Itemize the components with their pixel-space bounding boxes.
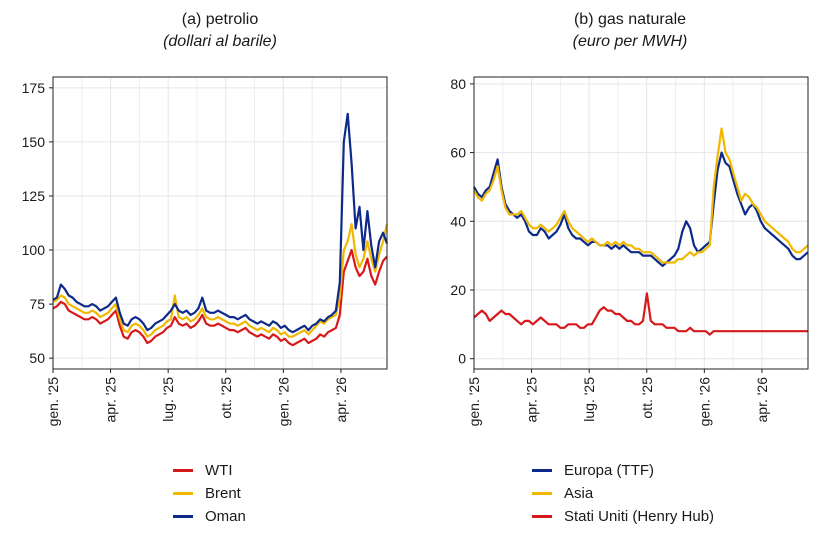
- legend-item-ttf: Europa (TTF): [532, 459, 714, 482]
- legend-item-brent: Brent: [173, 482, 246, 505]
- series-line-henry-hub: [473, 292, 808, 336]
- legend-label-henry-hub: Stati Uniti (Henry Hub): [564, 508, 715, 525]
- x-tick-label-oil-1: apr. '25: [103, 377, 119, 423]
- series-line-oman: [52, 112, 389, 334]
- y-tick-label-gas-4: 80: [450, 76, 466, 92]
- panel-a-title: (a) petrolio: [181, 11, 259, 28]
- panel-a-title-block: (a) petrolio (dollari al barile): [40, 9, 400, 53]
- y-tick-label-oil-5: 175: [22, 80, 46, 96]
- panel-b-title-block: (b) gas naturale (euro per MWH): [450, 9, 810, 53]
- y-tick-label-gas-1: 20: [450, 282, 466, 298]
- legend-item-henry-hub: Stati Uniti (Henry Hub): [532, 505, 714, 528]
- chart-gas: 0 20 40 60 80 gen. '25 apr. '25 lug. '25 ott. '2…: [450, 76, 809, 427]
- x-tick-label-oil-2: lug. '25: [160, 377, 176, 422]
- legend-label-ttf: Europa (TTF): [564, 462, 655, 479]
- chart-oil: 50 75 100 125 150 175 gen. '25 apr. '25 lug. '25…: [22, 76, 389, 427]
- plot-frame-gas: [473, 76, 809, 370]
- legend-label-oman: Oman: [205, 508, 246, 525]
- y-tick-label-gas-0: 0: [458, 351, 466, 367]
- x-tick-label-gas-5: apr. '26: [754, 377, 770, 423]
- y-tick-label-oil-1: 75: [29, 296, 45, 312]
- x-tick-label-gas-3: ott. '25: [639, 377, 655, 419]
- y-tick-label-gas-2: 40: [450, 213, 466, 229]
- legend-swatch-oman: [173, 515, 193, 518]
- x-tick-label-oil-5: apr. '26: [333, 377, 349, 423]
- panel-b-title: (b) gas naturale: [573, 11, 687, 28]
- x-tick-label-gas-0: gen. '25: [466, 377, 482, 427]
- y-tick-label-oil-4: 150: [22, 134, 46, 150]
- legend-swatch-ttf: [532, 469, 552, 472]
- plot-frame-oil: [52, 76, 388, 370]
- series-line-asia: [473, 127, 809, 264]
- panel-a-subtitle: (dollari al barile): [163, 33, 277, 50]
- x-tick-label-gas-2: lug. '25: [581, 377, 597, 422]
- legend-swatch-asia: [532, 492, 552, 495]
- y-tick-label-oil-0: 50: [29, 350, 45, 366]
- x-tick-label-gas-4: gen. '26: [696, 377, 712, 427]
- legend-oil: WTI Brent Oman: [173, 459, 246, 528]
- legend-label-asia: Asia: [564, 485, 594, 502]
- legend-swatch-brent: [173, 492, 193, 495]
- legend-item-oman: Oman: [173, 505, 246, 528]
- legend-label-brent: Brent: [205, 485, 241, 502]
- legend-swatch-wti: [173, 469, 193, 472]
- series-line-wti: [52, 248, 388, 347]
- series-line-brent: [52, 223, 389, 338]
- x-tick-label-oil-4: gen. '26: [275, 377, 291, 427]
- legend-swatch-henry-hub: [532, 515, 552, 518]
- x-tick-label-oil-0: gen. '25: [45, 377, 61, 427]
- x-tick-label-oil-3: ott. '25: [218, 377, 234, 419]
- legend-item-asia: Asia: [532, 482, 714, 505]
- legend-gas: Europa (TTF) Asia Stati Uniti (Henry Hub…: [532, 459, 714, 528]
- panel-b-subtitle: (euro per MWH): [572, 33, 688, 50]
- legend-item-wti: WTI: [173, 459, 246, 482]
- y-tick-label-oil-2: 100: [22, 242, 46, 258]
- legend-label-wti: WTI: [205, 462, 233, 479]
- y-tick-label-gas-3: 60: [450, 145, 466, 161]
- x-tick-label-gas-1: apr. '25: [524, 377, 540, 423]
- y-tick-label-oil-3: 125: [22, 188, 46, 204]
